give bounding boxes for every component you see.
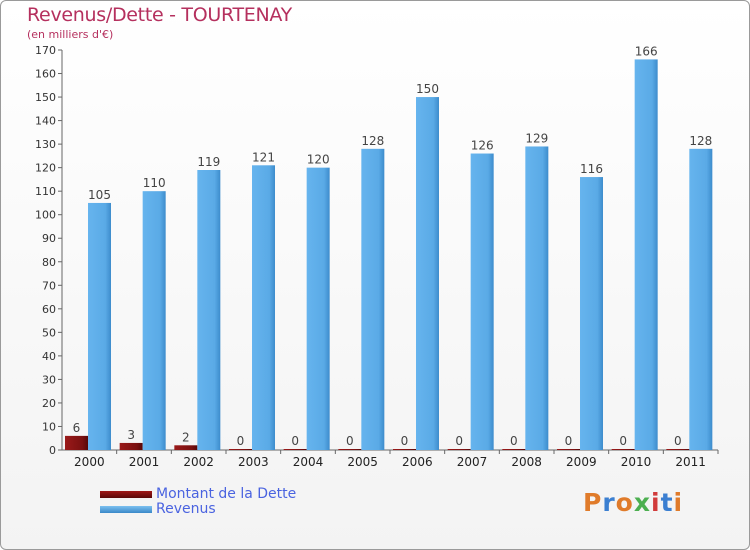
debt-bar bbox=[611, 449, 635, 450]
legend-label-revenue: Revenus bbox=[156, 501, 216, 517]
debt-data-label: 0 bbox=[565, 434, 573, 448]
revenue-bar bbox=[634, 59, 658, 450]
debt-bar bbox=[393, 449, 416, 450]
revenue-data-label: 110 bbox=[143, 176, 166, 190]
revenue-bar bbox=[142, 191, 166, 451]
debt-data-label: 3 bbox=[127, 428, 135, 442]
proxiti-logo: Proxiti bbox=[583, 488, 683, 517]
x-tick-label: 2011 bbox=[675, 455, 706, 469]
logo-letter: t bbox=[660, 488, 674, 517]
debt-bar bbox=[119, 442, 143, 450]
y-tick-label: 160 bbox=[35, 68, 56, 81]
y-tick-label: 40 bbox=[42, 350, 56, 363]
y-tick-label: 80 bbox=[42, 256, 56, 269]
y-tick-label: 50 bbox=[42, 326, 56, 339]
debt-data-label: 6 bbox=[73, 421, 81, 435]
y-tick-label: 70 bbox=[42, 279, 56, 292]
x-tick-label: 2005 bbox=[347, 455, 378, 469]
logo-letter: x bbox=[633, 488, 651, 517]
y-tick-label: 10 bbox=[42, 420, 56, 433]
y-tick-label: 110 bbox=[35, 185, 56, 198]
logo-letter: i bbox=[651, 488, 661, 517]
debt-bar bbox=[174, 445, 198, 450]
x-tick-label: 2004 bbox=[293, 455, 324, 469]
y-tick-label: 60 bbox=[42, 303, 56, 316]
logo-letter: P bbox=[583, 488, 603, 517]
revenue-data-label: 126 bbox=[471, 139, 494, 153]
debt-bar bbox=[229, 449, 252, 450]
debt-data-label: 0 bbox=[510, 434, 518, 448]
chart-title: Revenus/Dette - TOURTENAY bbox=[27, 4, 292, 26]
revenue-data-label: 128 bbox=[689, 134, 712, 148]
logo-letter: i bbox=[673, 488, 684, 517]
debt-data-label: 0 bbox=[401, 434, 409, 448]
legend-label-debt: Montant de la Dette bbox=[156, 486, 297, 502]
revenue-data-label: 116 bbox=[580, 162, 603, 176]
revenue-bar bbox=[470, 153, 494, 450]
debt-data-label: 0 bbox=[291, 434, 299, 448]
revenue-bar bbox=[88, 202, 111, 450]
revenue-data-label: 129 bbox=[525, 131, 548, 145]
revenue-bar bbox=[306, 167, 330, 450]
debt-bar bbox=[65, 435, 88, 450]
logo-letter: o bbox=[615, 488, 634, 517]
x-tick-label: 2006 bbox=[402, 455, 433, 469]
revenue-bar bbox=[252, 165, 275, 450]
x-tick-label: 2000 bbox=[74, 455, 105, 469]
debt-data-label: 2 bbox=[182, 430, 190, 444]
revenue-data-label: 121 bbox=[252, 150, 275, 164]
y-tick-label: 130 bbox=[35, 138, 56, 151]
revenue-bar bbox=[525, 146, 549, 450]
debt-data-label: 0 bbox=[619, 434, 627, 448]
revenue-bar bbox=[361, 148, 385, 450]
debt-bar bbox=[666, 449, 690, 450]
debt-data-label: 0 bbox=[674, 434, 682, 448]
x-tick-label: 2003 bbox=[238, 455, 269, 469]
revenue-data-label: 150 bbox=[416, 82, 439, 96]
revenue-bar bbox=[580, 177, 603, 450]
y-tick-label: 30 bbox=[42, 373, 56, 386]
y-tick-label: 100 bbox=[35, 209, 56, 222]
chart-subtitle: (en milliers d'€) bbox=[27, 28, 114, 41]
x-tick-label: 2009 bbox=[566, 455, 597, 469]
legend-item-revenue: Revenus bbox=[100, 502, 296, 517]
revenue-data-label: 128 bbox=[361, 134, 384, 148]
x-tick-label: 2010 bbox=[621, 455, 652, 469]
logo-letter: r bbox=[602, 488, 616, 517]
debt-bar bbox=[557, 449, 580, 450]
x-tick-label: 2007 bbox=[457, 455, 488, 469]
legend-item-debt: Montant de la Dette bbox=[100, 487, 296, 502]
y-tick-label: 140 bbox=[35, 115, 56, 128]
legend-swatch-debt bbox=[100, 491, 152, 498]
revenue-bar bbox=[197, 170, 221, 450]
y-tick-label: 170 bbox=[35, 44, 56, 57]
revenue-data-label: 120 bbox=[307, 153, 330, 167]
debt-data-label: 0 bbox=[455, 434, 463, 448]
x-tick-label: 2001 bbox=[129, 455, 160, 469]
y-tick-label: 90 bbox=[42, 232, 56, 245]
revenue-data-label: 105 bbox=[88, 188, 111, 202]
revenue-data-label: 119 bbox=[197, 155, 220, 169]
debt-bar bbox=[338, 449, 362, 450]
x-tick-label: 2002 bbox=[183, 455, 214, 469]
revenue-data-label: 166 bbox=[635, 44, 658, 58]
legend: Montant de la Dette Revenus bbox=[100, 487, 296, 517]
y-tick-label: 0 bbox=[49, 444, 56, 457]
revenue-bar bbox=[689, 148, 713, 450]
debt-data-label: 0 bbox=[346, 434, 354, 448]
debt-bar bbox=[502, 449, 526, 450]
revenue-bar bbox=[416, 97, 439, 450]
y-tick-label: 150 bbox=[35, 91, 56, 104]
debt-bar bbox=[447, 449, 471, 450]
y-tick-label: 20 bbox=[42, 397, 56, 410]
y-tick-label: 120 bbox=[35, 162, 56, 175]
x-tick-label: 2008 bbox=[511, 455, 542, 469]
debt-bar bbox=[283, 449, 307, 450]
debt-data-label: 0 bbox=[237, 434, 245, 448]
legend-swatch-revenue bbox=[100, 506, 152, 513]
